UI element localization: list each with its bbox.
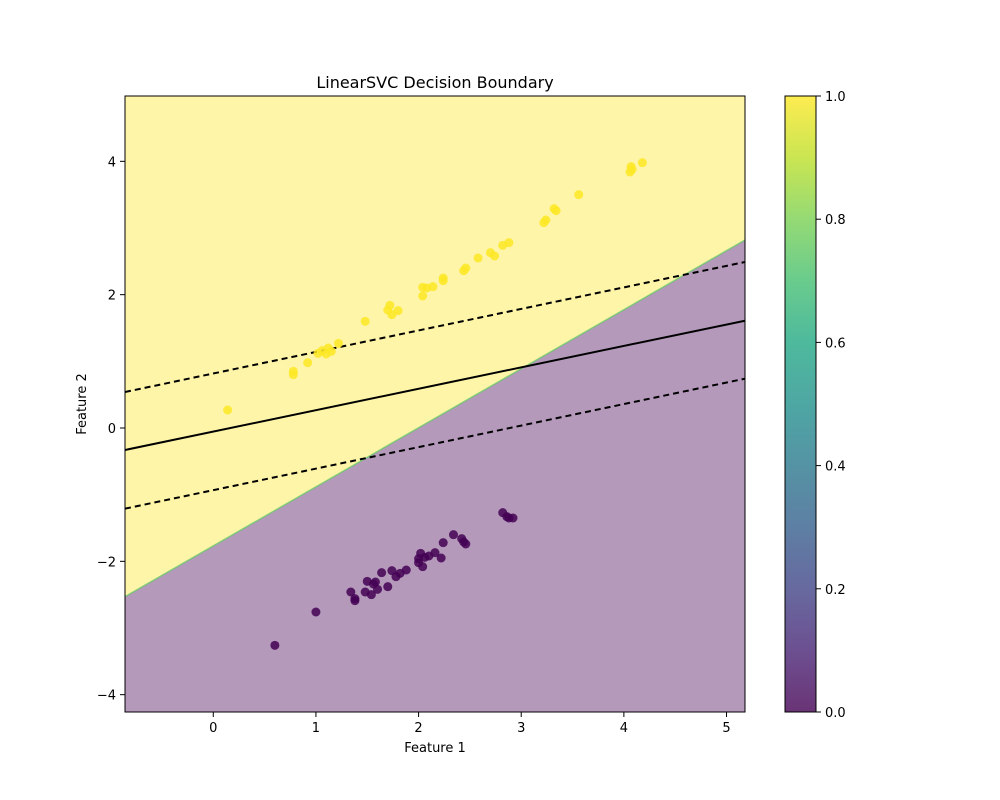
data-point-class-0	[346, 587, 356, 597]
y-tick-label: 2	[108, 289, 116, 304]
scatter-points	[223, 158, 647, 650]
x-axis-label: Feature 1	[404, 741, 466, 756]
data-point-class-0	[438, 538, 448, 548]
data-point-class-0	[436, 553, 446, 563]
data-point-class-0	[461, 539, 471, 549]
plot-frame	[124, 95, 746, 713]
data-point-class-0	[401, 565, 411, 575]
data-point-class-1	[490, 251, 500, 261]
data-point-class-1	[360, 316, 370, 326]
x-axis-ticks: 0 1 2 3 4 5	[209, 712, 731, 736]
colorbar-tick-label: 0.2	[825, 583, 846, 598]
colorbar-tick-label: 0.6	[825, 336, 846, 351]
data-point-class-1	[326, 346, 336, 356]
colorbar-tick-label: 0.4	[825, 460, 846, 475]
y-tick-label: −4	[97, 689, 116, 704]
x-tick-label: 0	[209, 721, 217, 736]
data-point-class-1	[393, 306, 403, 316]
data-point-class-1	[574, 190, 584, 200]
decision-regions	[125, 96, 745, 712]
data-point-class-1	[504, 238, 514, 248]
data-point-class-1	[637, 158, 647, 168]
data-point-class-0	[373, 584, 383, 594]
data-point-class-1	[473, 253, 483, 263]
plot-area	[125, 96, 745, 712]
x-tick-label: 1	[312, 721, 320, 736]
data-point-class-1	[223, 405, 233, 415]
margin-line-1	[125, 261, 745, 393]
data-point-class-0	[350, 596, 360, 606]
y-tick-label: 0	[108, 422, 116, 437]
decision-boundary-line	[125, 319, 745, 451]
region-class-1	[125, 96, 745, 597]
data-point-class-1	[461, 263, 471, 273]
y-tick-label: −2	[97, 555, 116, 570]
data-point-class-1	[551, 206, 561, 216]
y-axis-ticks: −4 −2 0 2 4	[97, 155, 125, 704]
data-point-class-1	[541, 215, 551, 225]
colorbar-gradient	[785, 96, 816, 712]
x-tick-label: 2	[414, 721, 422, 736]
data-point-class-0	[270, 640, 280, 650]
data-point-class-0	[383, 582, 393, 592]
colorbar-tick-label: 1.0	[825, 90, 846, 105]
data-point-class-1	[334, 338, 344, 348]
region-class-0	[125, 240, 745, 712]
y-axis-label: Feature 2	[75, 373, 90, 435]
region-boundary-edge	[125, 239, 745, 598]
data-point-class-0	[370, 577, 380, 587]
colorbar-tick-label: 0.0	[825, 706, 846, 721]
data-point-class-0	[366, 590, 376, 600]
data-point-class-1	[438, 273, 448, 283]
x-tick-label: 5	[722, 721, 730, 736]
data-point-class-1	[288, 370, 298, 380]
data-point-class-0	[418, 562, 428, 572]
colorbar-tick-label: 0.8	[825, 213, 846, 228]
colorbar: 0.0 0.2 0.4 0.6 0.8 1.0	[784, 90, 846, 721]
x-tick-label: 3	[517, 721, 525, 736]
data-point-class-1	[385, 300, 395, 310]
margin-line-2	[125, 377, 745, 510]
colorbar-ticks: 0.0 0.2 0.4 0.6 0.8 1.0	[816, 90, 846, 721]
data-point-class-0	[448, 530, 458, 540]
data-point-class-1	[428, 282, 438, 292]
data-point-class-0	[377, 568, 387, 578]
data-point-class-1	[418, 291, 428, 301]
x-tick-label: 4	[620, 721, 628, 736]
data-point-class-1	[303, 358, 313, 368]
chart-title: LinearSVC Decision Boundary	[316, 73, 553, 92]
decision-lines	[125, 261, 745, 510]
colorbar-frame	[784, 95, 817, 713]
data-point-class-1	[627, 164, 637, 174]
data-point-class-0	[311, 607, 321, 617]
y-tick-label: 4	[108, 155, 116, 170]
data-point-class-0	[508, 513, 518, 523]
data-point-class-0	[430, 548, 440, 558]
